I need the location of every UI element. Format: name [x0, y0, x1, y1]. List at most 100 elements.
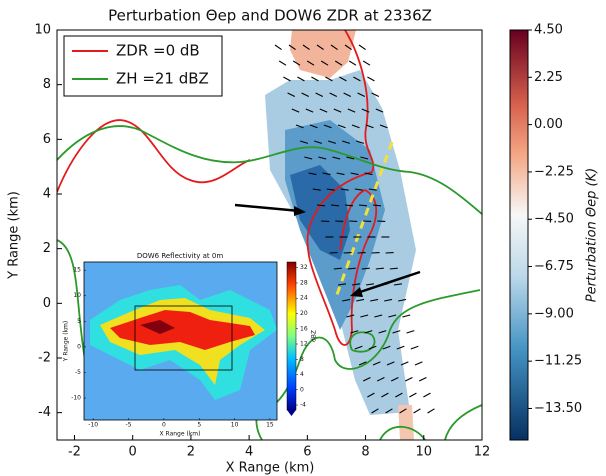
wind-vector: [342, 140, 351, 144]
y-tick-label: 6: [43, 132, 51, 147]
inset-colorbar-tick-label: 28: [300, 279, 308, 286]
wind-vector: [332, 156, 341, 160]
wind-vector: [354, 345, 363, 350]
wind-vector: [311, 76, 319, 82]
wind-vector: [370, 298, 379, 302]
wind-vector: [402, 314, 411, 318]
x-tick-label: 10: [416, 445, 433, 460]
wind-vector: [375, 267, 384, 270]
wind-vector: [362, 377, 371, 382]
inset-colorbar-tick-label: 8: [300, 356, 304, 363]
inset-x-tick-label: 5: [197, 422, 201, 429]
wind-vector: [361, 108, 370, 113]
zh-contour: [57, 125, 482, 215]
wind-vector: [297, 76, 305, 82]
wind-vector: [329, 92, 338, 97]
legend: ZDR =0 dB ZH =21 dBZ: [63, 35, 223, 97]
wind-vector: [372, 361, 381, 366]
wind-vector: [360, 314, 369, 318]
wind-vector: [413, 408, 421, 414]
x-tick-label: 4: [245, 445, 253, 460]
wind-vector: [367, 76, 375, 82]
wind-vector: [392, 330, 401, 334]
x-axis-label: X Range (km): [226, 461, 315, 476]
wind-vector: [365, 283, 374, 286]
wind-vector: [385, 408, 393, 414]
colorbar-tick-label: 0.00: [534, 117, 563, 132]
wind-vector: [306, 60, 315, 66]
inset-colorbar-tick-label: 20: [300, 310, 308, 317]
colorbar-tick-label: −2.25: [534, 164, 574, 179]
inset-colorbar-tick-label: 24: [300, 295, 308, 302]
wind-vector: [278, 60, 287, 66]
wind-vector: [381, 392, 389, 398]
wind-vector: [361, 267, 370, 270]
wind-vector: [304, 156, 313, 160]
legend-box: [63, 35, 223, 97]
inset-colorbar-tick-label: -4: [300, 402, 306, 409]
inset-colorbar-tick-label: 4: [300, 371, 304, 378]
wind-vector: [291, 108, 300, 113]
wind-vector: [414, 361, 423, 366]
colorbar-tick-label: −11.25: [534, 354, 582, 369]
colorbar-label: Perturbation Θep (K): [585, 168, 600, 302]
wind-vector: [395, 392, 403, 398]
inset-y-tick-label: 0: [77, 343, 81, 350]
wind-vector: [336, 172, 345, 176]
wind-vector: [346, 314, 355, 318]
inset: DOW6 Reflectivity at 0m X Range (km) Y R…: [63, 252, 318, 438]
wind-vector: [353, 76, 361, 82]
wind-vector: [312, 188, 321, 191]
y-tick-label: 10: [34, 23, 51, 38]
warm-region: [290, 30, 356, 78]
inset-colorbar-tick-label: 32: [300, 264, 308, 271]
x-tick-label: 8: [361, 445, 369, 460]
wind-vector: [357, 92, 366, 97]
wind-vector: [328, 140, 337, 144]
wind-vector: [344, 204, 354, 207]
wind-vector: [314, 140, 323, 144]
x-tick-label: 2: [187, 445, 195, 460]
wind-vector: [360, 156, 369, 160]
wind-vector: [288, 44, 296, 50]
wind-vector: [400, 361, 409, 366]
wind-vector: [358, 44, 366, 50]
wind-vector: [325, 76, 333, 82]
wind-vector: [409, 392, 417, 398]
inset-y-tick-label: 10: [73, 292, 81, 299]
inset-x-tick-label: 15: [266, 422, 274, 429]
wind-vector: [396, 345, 405, 350]
wind-vector: [330, 44, 338, 50]
colorbar-tick-label: 2.25: [534, 70, 563, 85]
wind-vector: [410, 345, 419, 350]
wind-vector: [358, 204, 368, 207]
wind-vector: [368, 188, 377, 191]
y-axis-label: Y Range (km): [7, 191, 22, 280]
wind-vector: [302, 44, 310, 50]
inset-y-tick-label: -10: [71, 395, 81, 402]
wind-vector: [371, 408, 379, 414]
x-tick-label: 6: [303, 445, 311, 460]
arrowhead: [350, 287, 363, 297]
wind-vector: [347, 267, 356, 270]
wind-vector: [364, 330, 373, 334]
wind-vector: [350, 330, 359, 334]
wind-vector: [398, 298, 407, 302]
wind-vector: [362, 60, 371, 66]
wind-vector: [350, 172, 359, 176]
wind-vector: [337, 124, 346, 129]
wind-vector: [344, 44, 352, 50]
wind-vector: [356, 298, 365, 302]
wind-vector: [358, 361, 367, 366]
arrow: [356, 270, 421, 295]
colorbar-tick-label: 4.50: [534, 23, 563, 38]
wind-vector: [316, 44, 324, 50]
y-tick-label: 8: [43, 77, 51, 92]
inset-y-tick-label: -5: [75, 369, 81, 376]
wind-vector: [339, 76, 347, 82]
wind-vector: [334, 60, 343, 66]
wind-vector: [342, 298, 351, 302]
wind-vector: [376, 377, 385, 382]
inset-colorbar-tick-label: 16: [300, 325, 308, 332]
wind-vector: [347, 108, 356, 113]
